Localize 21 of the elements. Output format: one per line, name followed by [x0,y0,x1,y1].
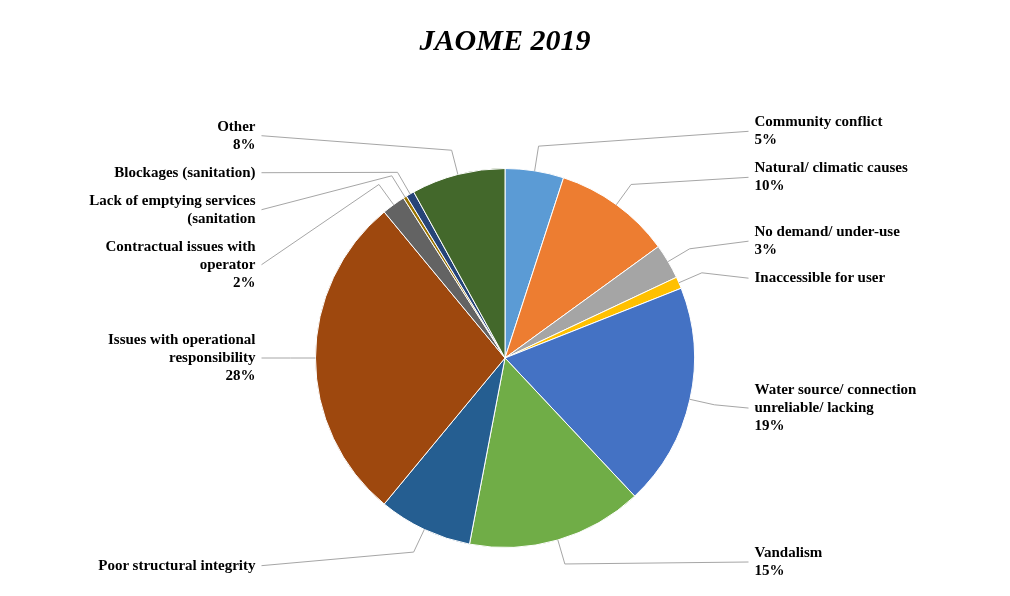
data-label: 5% [754,131,777,148]
slice-label: Community conflict [754,113,883,130]
data-label: 15% [754,561,785,578]
data-label: 2% [233,273,256,290]
slice-label: Natural/ climatic causes [754,159,908,176]
slice-label: Issues with operational responsibility [107,330,256,365]
data-label: 10% [754,177,785,194]
slice-label: Water source/ connection unreliable/ lacking [754,380,918,415]
slice-label: Inaccessible for user [754,269,886,286]
data-label: 8% [233,135,256,152]
slice-label: Other [217,117,256,134]
slice-label: Blockages (sanitation) [114,163,256,181]
slice-label: Lack of emptying services (sanitation [89,191,257,227]
data-label: 3% [754,241,777,258]
slice-label: Vandalism [754,543,823,560]
slice-label: No demand/ under-use [754,223,901,240]
slice-label: Contractual issues with operator [105,237,257,272]
data-label: 28% [225,366,256,383]
data-label: 19% [754,416,785,433]
chart-title: JAOME 2019 [418,22,591,56]
slice-label: Poor structural integrity [98,556,256,573]
